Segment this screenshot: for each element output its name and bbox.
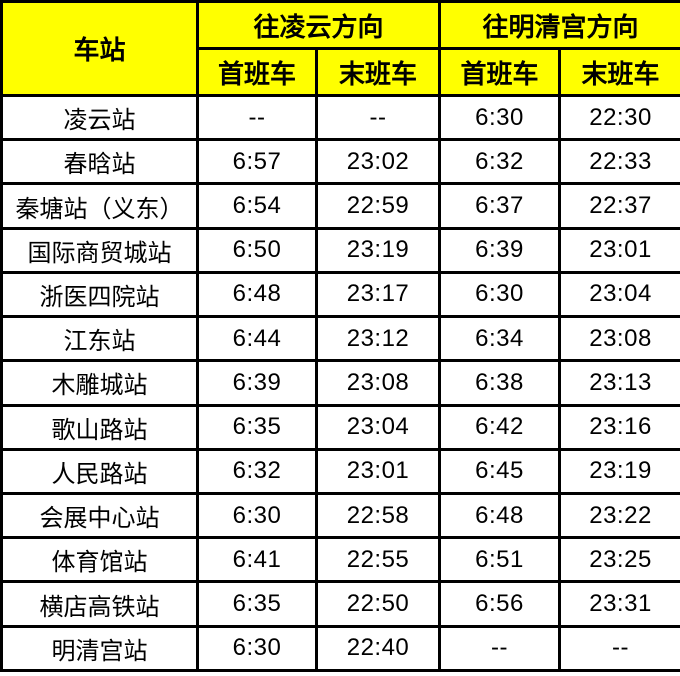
time-cell: 23:22 [558,491,680,540]
direction-header-lingyun: 往凌云方向 [195,0,442,50]
station-name-cell: 人民路站 [0,447,199,495]
time-cell: 23:25 [558,536,680,584]
time-cell: 22:40 [314,624,442,673]
time-cell: 23:04 [314,403,442,451]
time-cell: 6:34 [438,315,562,363]
time-cell: 6:39 [196,359,318,407]
time-cell: 23:04 [558,270,680,319]
table-row: 体育馆站 6:41 22:55 6:51 23:25 [0,536,680,584]
table-row: 春晗站 6:57 23:02 6:32 22:33 [0,138,680,186]
time-cell: 6:30 [438,93,562,142]
time-cell: 6:44 [196,315,318,363]
last-train-header-lingyun: 末班车 [314,47,442,97]
first-train-header-mingqinggong: 首班车 [438,47,562,97]
time-cell: 6:48 [196,270,318,319]
table-row: 歌山路站 6:35 23:04 6:42 23:16 [0,403,680,451]
time-cell: 22:50 [314,580,442,628]
time-cell: 23:17 [314,270,442,319]
time-cell: 6:57 [196,138,318,186]
table-row: 木雕城站 6:39 23:08 6:38 23:13 [0,359,680,407]
time-cell: 6:38 [438,359,562,407]
time-cell: 6:41 [196,536,318,584]
time-cell: 22:58 [314,491,442,540]
time-cell: 23:01 [558,226,680,274]
time-cell: 6:32 [438,138,562,186]
timetable-body: 凌云站 -- -- 6:30 22:30 春晗站 6:57 23:02 6:32 22:33 秦塘站… [0,93,680,673]
last-train-header-mingqinggong: 末班车 [558,47,680,97]
time-cell: 23:13 [558,359,680,407]
time-cell: 6:56 [438,580,562,628]
station-name-cell: 体育馆站 [0,536,199,584]
time-cell: 6:42 [438,403,562,451]
station-name-cell: 明清宫站 [0,624,199,673]
time-cell: 22:55 [314,536,442,584]
station-name-cell: 木雕城站 [0,359,199,407]
time-cell: 6:32 [196,447,318,495]
station-name-cell: 江东站 [0,315,199,363]
time-cell: 23:08 [314,359,442,407]
table-row: 浙医四院站 6:48 23:17 6:30 23:04 [0,270,680,319]
direction-header-mingqinggong: 往明清宫方向 [438,0,680,50]
time-cell: 6:37 [438,182,562,230]
time-cell: 23:31 [558,580,680,628]
time-cell: 23:01 [314,447,442,495]
table-row: 会展中心站 6:30 22:58 6:48 23:22 [0,491,680,540]
time-cell: 6:39 [438,226,562,274]
station-name-cell: 浙医四院站 [0,270,199,319]
time-cell: 6:35 [196,580,318,628]
time-cell: -- [314,93,442,142]
station-name-cell: 歌山路站 [0,403,199,451]
time-cell: 6:45 [438,447,562,495]
time-cell: 23:19 [314,226,442,274]
time-cell: 23:16 [558,403,680,451]
time-cell: 22:30 [558,93,680,142]
time-cell: 6:30 [438,270,562,319]
time-cell: 22:37 [558,182,680,230]
time-cell: -- [196,93,318,142]
station-name-cell: 国际商贸城站 [0,226,199,274]
time-cell: 6:35 [196,403,318,451]
time-cell: 23:19 [558,447,680,495]
time-cell: -- [558,624,680,673]
table-row: 人民路站 6:32 23:01 6:45 23:19 [0,447,680,495]
first-train-header-lingyun: 首班车 [196,47,318,97]
time-cell: 6:54 [196,182,318,230]
station-name-cell: 春晗站 [0,138,199,186]
station-name-cell: 会展中心站 [0,491,199,540]
timetable-header: 车站 往凌云方向 往明清宫方向 首班车 末班车 首班车 末班车 [0,0,680,97]
time-cell: 6:51 [438,536,562,584]
table-row: 江东站 6:44 23:12 6:34 23:08 [0,315,680,363]
time-cell: 22:33 [558,138,680,186]
table-row: 国际商贸城站 6:50 23:19 6:39 23:01 [0,226,680,274]
time-cell: -- [438,624,562,673]
station-name-cell: 凌云站 [0,93,199,142]
header-row-subcolumns: 首班车 末班车 首班车 末班车 [2,47,680,97]
time-cell: 6:30 [196,491,318,540]
table-row: 凌云站 -- -- 6:30 22:30 [0,93,680,142]
station-name-cell: 横店高铁站 [0,580,199,628]
time-cell: 23:02 [314,138,442,186]
header-row-directions: 车站 往凌云方向 往明清宫方向 [0,0,680,97]
time-cell: 6:50 [196,226,318,274]
table-row: 横店高铁站 6:35 22:50 6:56 23:31 [0,580,680,628]
time-cell: 6:48 [438,491,562,540]
time-cell: 23:08 [558,315,680,363]
station-name-cell: 秦塘站（义东） [0,182,199,230]
table-row: 明清宫站 6:30 22:40 -- -- [0,624,680,673]
time-cell: 22:59 [314,182,442,230]
station-column-header: 车站 [0,0,199,97]
table-row: 秦塘站（义东） 6:54 22:59 6:37 22:37 [0,182,680,230]
time-cell: 23:12 [314,315,442,363]
time-cell: 6:30 [196,624,318,673]
